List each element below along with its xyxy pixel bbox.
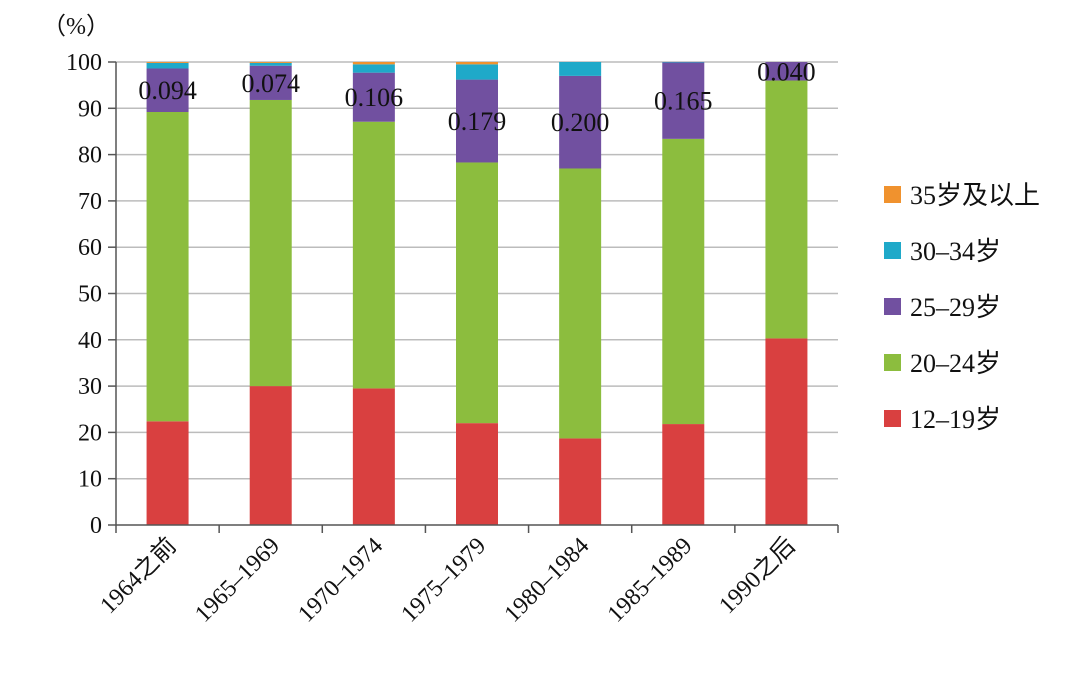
bar-segment xyxy=(146,62,189,69)
legend-swatch xyxy=(884,242,901,259)
bar-segment xyxy=(249,62,292,66)
x-axis-ticks: 1964之前 1965–1969 1970–1974 1975–1979 1980–19… xyxy=(95,525,839,628)
bar-segment xyxy=(662,62,705,139)
bar-segment xyxy=(559,168,602,439)
bar-segment xyxy=(249,386,292,525)
bar-segment xyxy=(765,62,808,81)
bar-segment xyxy=(352,388,395,525)
y-tick-label: 30 xyxy=(78,374,102,400)
x-tick-label: 1964之前 xyxy=(95,532,182,619)
bar-segment xyxy=(662,138,705,425)
axes xyxy=(115,62,838,526)
y-tick-label: 60 xyxy=(78,235,102,261)
bar-segment xyxy=(352,62,395,65)
x-tick-label: 1970–1974 xyxy=(293,533,388,628)
x-tick-label: 1985–1989 xyxy=(603,533,698,628)
bars xyxy=(146,62,808,525)
x-tick-label: 1975–1979 xyxy=(396,533,491,628)
y-tick-label: 70 xyxy=(78,189,102,215)
data-label: 0.040 xyxy=(757,57,816,86)
y-axis-ticks: 0 10 20 30 40 50 60 70 80 90 100 xyxy=(66,50,116,539)
data-label: 0.106 xyxy=(345,83,404,112)
bar-segment xyxy=(352,64,395,73)
y-tick-label: 40 xyxy=(78,328,102,354)
legend: 35岁及以上 30–34岁 25–29岁 20–24岁 12–19岁 xyxy=(884,181,1040,434)
legend-swatch xyxy=(884,354,901,371)
bar-segment xyxy=(249,99,292,387)
legend-swatch xyxy=(884,410,901,427)
legend-label: 20–24岁 xyxy=(910,349,1001,378)
data-label: 0.074 xyxy=(241,69,300,98)
bar-segment xyxy=(456,423,498,525)
x-tick-label: 1965–1969 xyxy=(190,533,285,628)
y-tick-label: 100 xyxy=(66,50,102,76)
bar-segment xyxy=(765,338,808,525)
legend-label: 30–34岁 xyxy=(910,237,1001,266)
bar-segment xyxy=(559,75,602,169)
bar-segment xyxy=(146,421,189,525)
data-labels: 0.094 0.074 0.106 0.179 0.200 0.165 0.040 xyxy=(138,57,815,137)
data-label: 0.094 xyxy=(138,76,197,105)
bar-segment xyxy=(456,64,498,80)
legend-swatch xyxy=(884,298,901,315)
bar-segment xyxy=(765,80,808,339)
data-label: 0.179 xyxy=(448,107,507,136)
y-tick-label: 50 xyxy=(78,282,102,308)
bar-segment xyxy=(249,65,292,100)
y-tick-label: 0 xyxy=(90,513,102,539)
y-tick-label: 90 xyxy=(78,96,102,122)
bar-segment xyxy=(146,112,189,422)
y-tick-label: 20 xyxy=(78,420,102,446)
bar-segment xyxy=(352,121,395,389)
legend-label: 12–19岁 xyxy=(910,405,1001,434)
x-tick-label: 1990之后 xyxy=(714,532,801,619)
bar-segment xyxy=(662,424,705,525)
y-tick-label: 80 xyxy=(78,143,102,169)
legend-swatch xyxy=(884,186,901,203)
x-tick-label: 1980–1984 xyxy=(500,533,595,628)
legend-label: 25–29岁 xyxy=(910,293,1001,322)
bar-segment xyxy=(456,79,498,163)
bar-segment xyxy=(456,62,498,65)
bar-segment xyxy=(456,162,498,424)
bar-segment xyxy=(146,68,189,113)
data-label: 0.165 xyxy=(654,87,713,116)
y-unit-label: （%） xyxy=(42,14,110,40)
y-tick-label: 10 xyxy=(78,467,102,493)
legend-label: 35岁及以上 xyxy=(910,181,1040,210)
data-label: 0.200 xyxy=(551,108,610,137)
bar-segment xyxy=(352,72,395,122)
bar-segment xyxy=(146,62,189,63)
bar-segment xyxy=(559,62,602,76)
bar-segment xyxy=(249,62,292,63)
bar-segment xyxy=(559,438,602,525)
